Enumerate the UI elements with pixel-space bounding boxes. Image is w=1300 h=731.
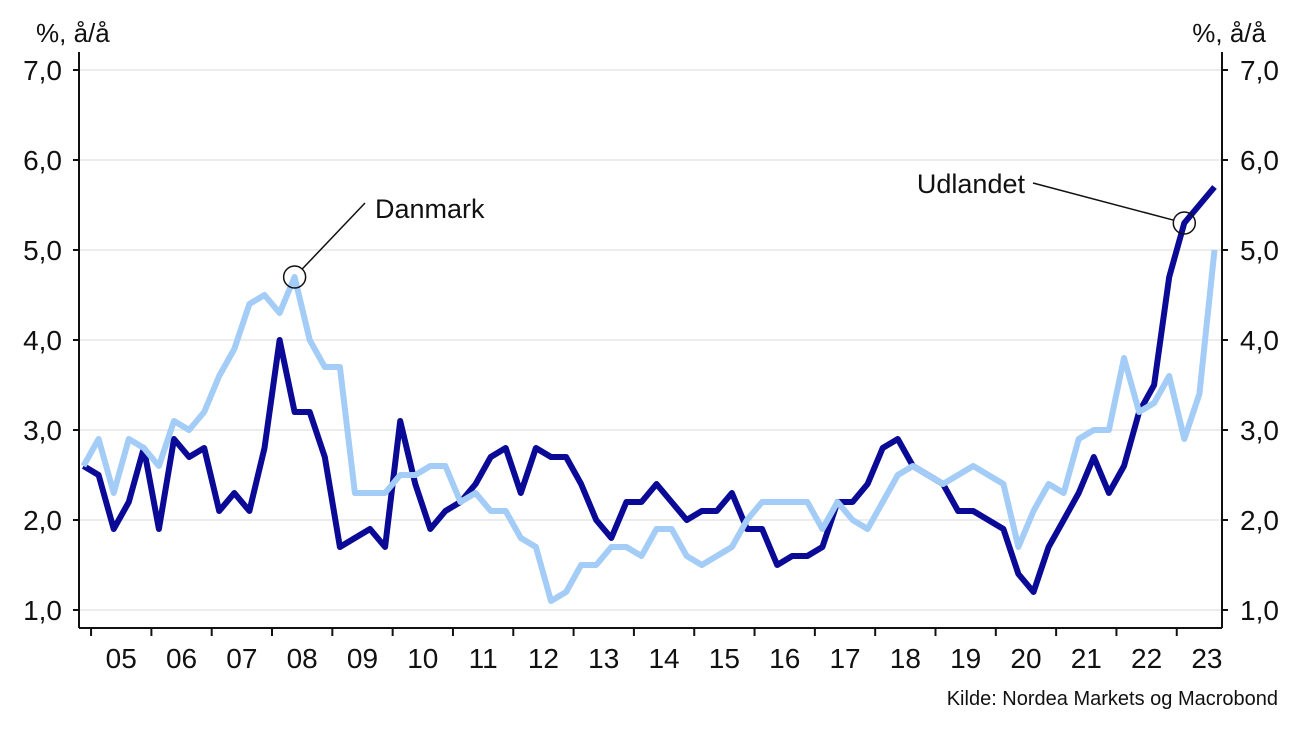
x-tick-label: 17 — [829, 643, 860, 674]
series-line-udlandet — [81, 185, 1217, 595]
series-lines — [80, 185, 1218, 604]
x-tick-label: 14 — [648, 643, 679, 674]
x-tick-label: 13 — [588, 643, 619, 674]
y-tick-label-right: 4,0 — [1240, 325, 1279, 356]
y-tick-label-left: 6,0 — [23, 145, 62, 176]
annotation-leader-danmark — [301, 202, 366, 270]
annotation-leader-udlandet — [1032, 182, 1174, 221]
y-axis-right-unit: %, å/å — [1192, 18, 1266, 48]
y-tick-label-left: 4,0 — [23, 325, 62, 356]
x-tick-label: 23 — [1191, 643, 1222, 674]
x-tick-label: 05 — [106, 643, 137, 674]
x-tick-label: 09 — [347, 643, 378, 674]
annotation-label-danmark: Danmark — [375, 194, 485, 224]
y-axis-right-ticks: 1,0 2,0 3,0 4,0 5,0 6,0 7,0 — [1222, 55, 1279, 626]
x-tick-label: 08 — [287, 643, 318, 674]
y-axis-left-unit: %, å/å — [36, 18, 110, 48]
x-tick-label: 11 — [469, 643, 498, 674]
y-tick-label-left: 7,0 — [23, 55, 62, 86]
source-note: Kilde: Nordea Markets og Macrobond — [946, 688, 1278, 710]
annotations: Danmark Udlandet — [282, 169, 1197, 289]
x-tick-label: 19 — [950, 643, 981, 674]
x-tick-label: 22 — [1131, 643, 1162, 674]
annotation-marker-udlandet — [1172, 211, 1197, 235]
y-tick-label-left: 5,0 — [23, 235, 62, 266]
y-tick-label-right: 2,0 — [1240, 505, 1279, 536]
y-tick-label-left: 2,0 — [23, 505, 62, 536]
x-tick-label: 10 — [407, 643, 438, 674]
y-tick-label-left: 3,0 — [23, 415, 62, 446]
y-tick-label-right: 1,0 — [1240, 595, 1279, 626]
x-axis-ticks: 05 06 07 08 09 10 11 12 13 14 15 16 17 18 19 20 21 22 23 — [90, 628, 1222, 674]
x-tick-label: 12 — [528, 643, 559, 674]
x-tick-label: 07 — [226, 643, 257, 674]
y-tick-label-right: 6,0 — [1240, 145, 1279, 176]
x-tick-label: 06 — [166, 643, 197, 674]
series-line-danmark — [80, 249, 1218, 604]
y-tick-label-right: 3,0 — [1240, 415, 1279, 446]
gridlines — [79, 69, 1222, 611]
x-tick-label: 21 — [1071, 643, 1102, 674]
y-tick-label-left: 1,0 — [23, 595, 62, 626]
y-axis-left-ticks: 1,0 2,0 3,0 4,0 5,0 6,0 7,0 — [23, 55, 79, 626]
x-tick-label: 20 — [1010, 643, 1041, 674]
annotation-label-udlandet: Udlandet — [917, 169, 1026, 199]
y-tick-label-right: 7,0 — [1240, 55, 1279, 86]
x-tick-label: 16 — [769, 643, 800, 674]
x-tick-label: 18 — [890, 643, 921, 674]
x-tick-label: 15 — [709, 643, 740, 674]
annotation-marker-danmark — [282, 265, 307, 289]
y-tick-label-right: 5,0 — [1240, 235, 1279, 266]
